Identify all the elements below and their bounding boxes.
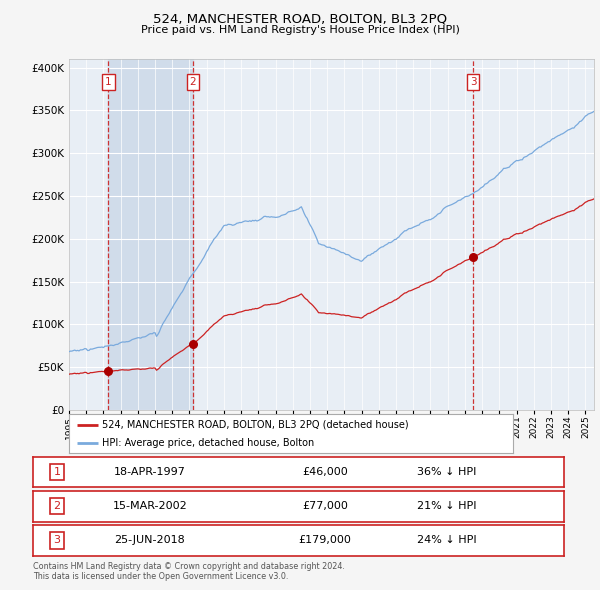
Text: 1: 1 (105, 77, 112, 87)
Text: 1: 1 (53, 467, 61, 477)
Text: 524, MANCHESTER ROAD, BOLTON, BL3 2PQ (detached house): 524, MANCHESTER ROAD, BOLTON, BL3 2PQ (d… (102, 419, 409, 430)
Text: 3: 3 (470, 77, 476, 87)
Text: 36% ↓ HPI: 36% ↓ HPI (418, 467, 477, 477)
Text: 24% ↓ HPI: 24% ↓ HPI (418, 536, 477, 545)
Text: £77,000: £77,000 (302, 502, 348, 511)
Text: HPI: Average price, detached house, Bolton: HPI: Average price, detached house, Bolt… (102, 438, 314, 448)
Text: 25-JUN-2018: 25-JUN-2018 (115, 536, 185, 545)
Text: £46,000: £46,000 (302, 467, 348, 477)
Text: 2: 2 (53, 502, 61, 511)
Text: Contains HM Land Registry data © Crown copyright and database right 2024.
This d: Contains HM Land Registry data © Crown c… (33, 562, 345, 581)
Point (469, 252, 478, 261)
Text: 3: 3 (53, 536, 61, 545)
Text: 524, MANCHESTER ROAD, BOLTON, BL3 2PQ: 524, MANCHESTER ROAD, BOLTON, BL3 2PQ (153, 13, 447, 26)
Text: 21% ↓ HPI: 21% ↓ HPI (418, 502, 477, 511)
Bar (109, 59, 193, 410)
Point (104, 366, 113, 375)
Text: 2: 2 (190, 77, 196, 87)
Text: £179,000: £179,000 (299, 536, 352, 545)
Text: 15-MAR-2002: 15-MAR-2002 (112, 502, 187, 511)
Text: 18-APR-1997: 18-APR-1997 (114, 467, 186, 477)
Text: Price paid vs. HM Land Registry's House Price Index (HPI): Price paid vs. HM Land Registry's House … (140, 25, 460, 35)
Point (188, 339, 198, 349)
